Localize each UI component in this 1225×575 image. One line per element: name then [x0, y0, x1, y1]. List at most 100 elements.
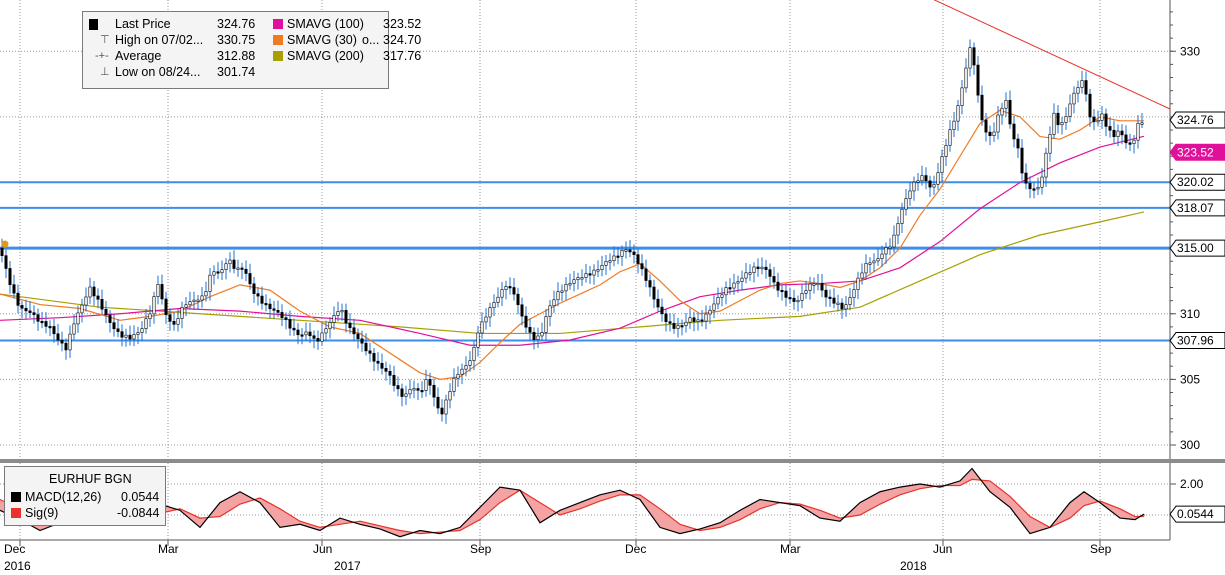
candle-body [544, 316, 548, 333]
candle-body [68, 333, 72, 351]
candle-body [908, 190, 912, 199]
candle-body [500, 289, 504, 298]
candle-body [912, 181, 916, 192]
candle-body [788, 297, 792, 300]
candle-body [1072, 92, 1076, 105]
candle-body [224, 263, 228, 270]
candle-body [380, 362, 384, 369]
candle-body [476, 332, 480, 348]
candle-body [960, 87, 964, 106]
candle-body [924, 175, 928, 182]
price-legend: Last Price 324.76 ⊤ High on 07/02... 330… [82, 11, 421, 89]
candle-body [988, 131, 992, 136]
candle-body [1092, 116, 1096, 123]
level-tag-shape [1169, 199, 1225, 217]
candle-body [868, 262, 872, 265]
legend-average-value: 312.88 [217, 49, 256, 63]
candle-body [100, 299, 104, 310]
candle-body [824, 289, 828, 298]
candle-body [1024, 172, 1028, 184]
candle-body [496, 296, 500, 303]
candle-body [984, 119, 988, 133]
candle-body [592, 269, 596, 276]
legend-last-price-value: 324.76 [217, 17, 256, 31]
candle-body [920, 175, 924, 182]
month-label: Dec [625, 542, 646, 556]
candle-body [260, 295, 264, 304]
candle-body [748, 272, 752, 275]
candle-body [768, 269, 772, 277]
candle-body [940, 156, 944, 173]
candle-body [280, 312, 284, 318]
candle-body [420, 390, 424, 393]
sma100-swatch-icon [273, 19, 283, 29]
candle-body [840, 302, 844, 310]
candle-body [904, 198, 908, 210]
candle-body [24, 307, 28, 312]
year-label: 2016 [4, 559, 31, 573]
sig-swatch-icon [11, 508, 21, 518]
candle-body [572, 279, 576, 284]
candle-body [752, 266, 756, 274]
sma30-line-group [0, 109, 1144, 380]
candle-body [1040, 176, 1044, 188]
candle-body [976, 64, 980, 96]
candle-body [292, 327, 296, 331]
macd-axis-ticks: 2.00 0.0544 [1169, 477, 1225, 523]
candle-body [596, 269, 600, 272]
candle-body [808, 283, 812, 291]
time-axis-labels: Dec Mar Jun Sep Dec Mar Jun Sep 2016 2017 2018 [4, 540, 1112, 573]
candle-body [448, 391, 452, 401]
sma100-line [0, 135, 1145, 346]
price-axis-tags: 320.02 318.07 315.00 307.96 324.76 323.52 [1169, 111, 1225, 350]
candle-body [44, 321, 48, 327]
candle-body [664, 313, 668, 322]
candle-body [88, 286, 92, 298]
candle-body [64, 342, 68, 351]
price-tick-label: 310 [1180, 307, 1200, 321]
candle-body [980, 94, 984, 121]
candle-body [1116, 130, 1120, 137]
candle-body [364, 342, 368, 352]
candle-body [168, 314, 172, 322]
candle-body [316, 338, 320, 342]
candle-body [516, 293, 520, 306]
candle-body [208, 274, 212, 292]
month-label: Jun [933, 542, 952, 556]
candle-body [192, 299, 196, 302]
horizontal-levels [0, 181, 1170, 342]
candle-body [264, 303, 268, 306]
candle-body [576, 277, 580, 281]
candle-body [804, 290, 808, 294]
candle-body [80, 304, 84, 314]
candle-body [1076, 87, 1080, 94]
candle-body [484, 316, 488, 323]
candle-body [724, 287, 728, 296]
sma200-swatch-icon [273, 51, 283, 61]
legend-low-label: Low on 08/24... [115, 65, 201, 79]
candle-body [548, 305, 552, 317]
legend-macd: MACD(12,26) 0.0544 [11, 489, 161, 505]
candle-body [436, 396, 440, 409]
candle-body [320, 332, 324, 342]
candle-body [896, 223, 900, 236]
candle-body [288, 319, 292, 329]
candle-body [1004, 99, 1008, 109]
candle-body [568, 283, 572, 286]
candle-body [440, 407, 444, 415]
legend-sig: Sig(9) -0.0844 [11, 505, 161, 521]
candle-body [772, 276, 776, 283]
candle-body [148, 313, 152, 320]
macd-vertical-grid [19, 463, 1101, 540]
month-label: Sep [470, 542, 492, 556]
year-label: 2018 [900, 559, 927, 573]
candle-body [104, 308, 108, 316]
candle-body [184, 304, 188, 308]
candle-body [404, 393, 408, 397]
candle-body [1052, 112, 1056, 135]
candle-body [8, 268, 12, 285]
candle-body [112, 322, 116, 330]
signal-line [0, 478, 1145, 535]
candle-body [888, 246, 892, 249]
